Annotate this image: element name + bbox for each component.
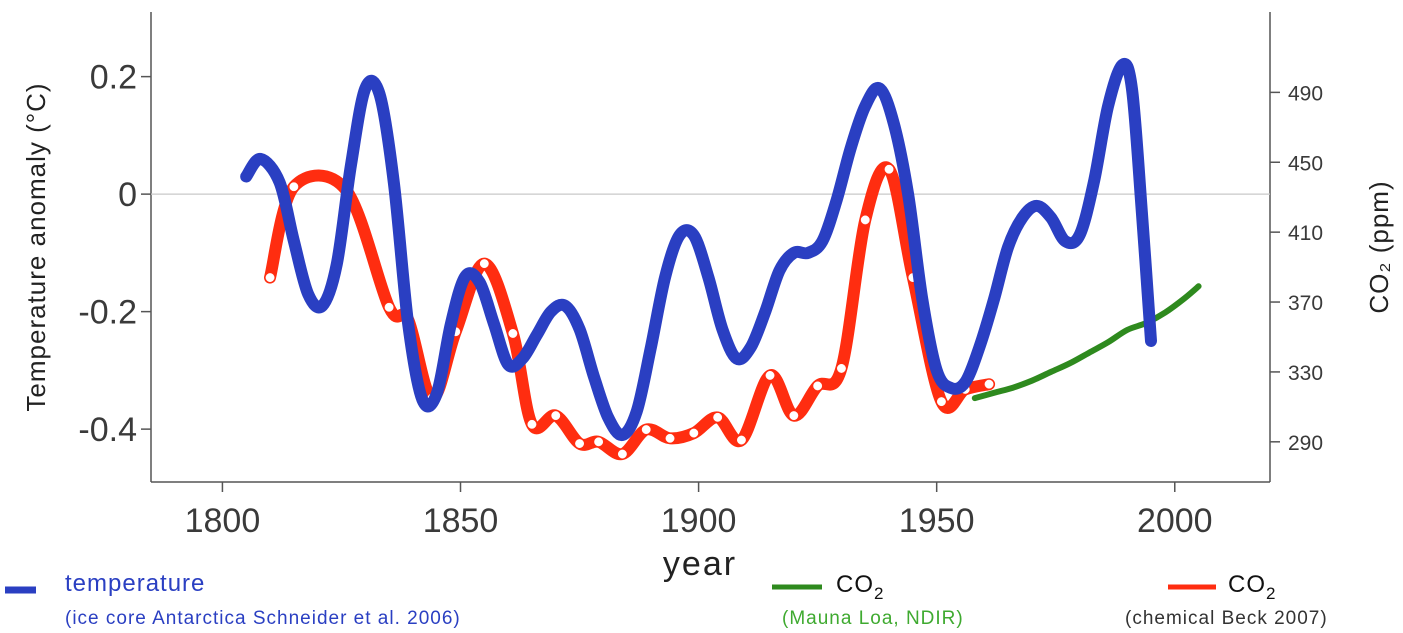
y-axis-right-label: CO₂ (ppm): [1364, 180, 1394, 313]
series-point-co2-beck: [575, 439, 585, 449]
left-axis-ticks: 0.2 0 -0.2 -0.4: [78, 59, 151, 449]
series-point-co2-beck: [984, 379, 994, 389]
series-point-co2-beck: [289, 182, 299, 192]
series-line-temperature: [240, 58, 1157, 441]
series-point-co2-beck: [479, 259, 489, 269]
series-point-co2-beck: [594, 437, 604, 447]
series-point-co2-beck: [527, 419, 537, 429]
bottom-tick-label: 1800: [185, 502, 261, 540]
series-point-co2-beck: [665, 433, 675, 443]
bottom-tick-label: 1950: [899, 502, 975, 540]
series-point-co2-beck: [813, 381, 823, 391]
bottom-tick-label: 1900: [661, 502, 737, 540]
series-point-co2-beck: [689, 428, 699, 438]
legend-item-temperature: temperature (ice core Antarctica Schneid…: [5, 570, 461, 629]
bottom-axis-ticks: 1800 1850 1900 1950 2000: [185, 482, 1213, 540]
series-point-co2-beck: [789, 411, 799, 421]
y-axis-left-label: Temperature anomaly (°C): [21, 82, 51, 411]
series-point-co2-beck: [617, 449, 627, 459]
legend-label-co2-beck: CO2: [1228, 571, 1276, 603]
plot-frame: [150, 12, 1271, 483]
series-line-co2-beck: [264, 161, 996, 461]
series-point-co2-beck: [836, 363, 846, 373]
left-tick-label: 0: [118, 176, 137, 214]
right-tick-label: 490: [1288, 82, 1323, 105]
series-point-co2-beck: [860, 215, 870, 225]
left-tick-label: -0.2: [78, 294, 137, 332]
series-line-co2-mauna-loa: [971, 283, 1202, 402]
bottom-tick-label: 2000: [1137, 502, 1213, 540]
legend-item-co2-beck: CO2 (chemical Beck 2007): [1125, 571, 1328, 629]
series-point-co2-beck: [737, 435, 746, 445]
series-point-co2-beck: [508, 329, 518, 338]
legend-label-temperature: temperature: [65, 570, 205, 597]
series-point-co2-beck: [884, 164, 894, 174]
legend-source-co2-beck: (chemical Beck 2007): [1125, 608, 1328, 629]
right-tick-label: 330: [1288, 362, 1323, 385]
legend: temperature (ice core Antarctica Schneid…: [5, 570, 1328, 629]
series-point-co2-beck: [551, 411, 561, 421]
series-point-co2-beck: [713, 412, 723, 422]
series-point-co2-beck: [265, 273, 275, 283]
series-layer: [240, 58, 1202, 461]
legend-item-co2-mauna-loa: CO2 (Mauna Loa, NDIR): [772, 571, 964, 629]
bottom-tick-label: 1850: [423, 502, 499, 540]
series-point-co2-beck: [384, 302, 394, 312]
right-axis-ticks: 490 450 410 370 330 290: [1270, 82, 1323, 455]
series-point-co2-beck: [641, 425, 651, 435]
right-tick-label: 370: [1288, 292, 1323, 315]
right-tick-label: 450: [1288, 152, 1323, 175]
left-tick-label: 0.2: [90, 59, 137, 97]
left-tick-label: -0.4: [78, 411, 137, 449]
legend-source-temperature: (ice core Antarctica Schneider et al. 20…: [65, 608, 461, 629]
series-point-co2-beck: [765, 370, 775, 380]
right-tick-label: 290: [1288, 432, 1323, 455]
series-point-co2-beck: [936, 397, 946, 407]
right-tick-label: 410: [1288, 222, 1323, 245]
legend-label-co2-mauna-loa: CO2: [836, 571, 884, 603]
legend-source-co2-mauna-loa: (Mauna Loa, NDIR): [782, 608, 964, 629]
x-axis-label: year: [663, 545, 737, 583]
